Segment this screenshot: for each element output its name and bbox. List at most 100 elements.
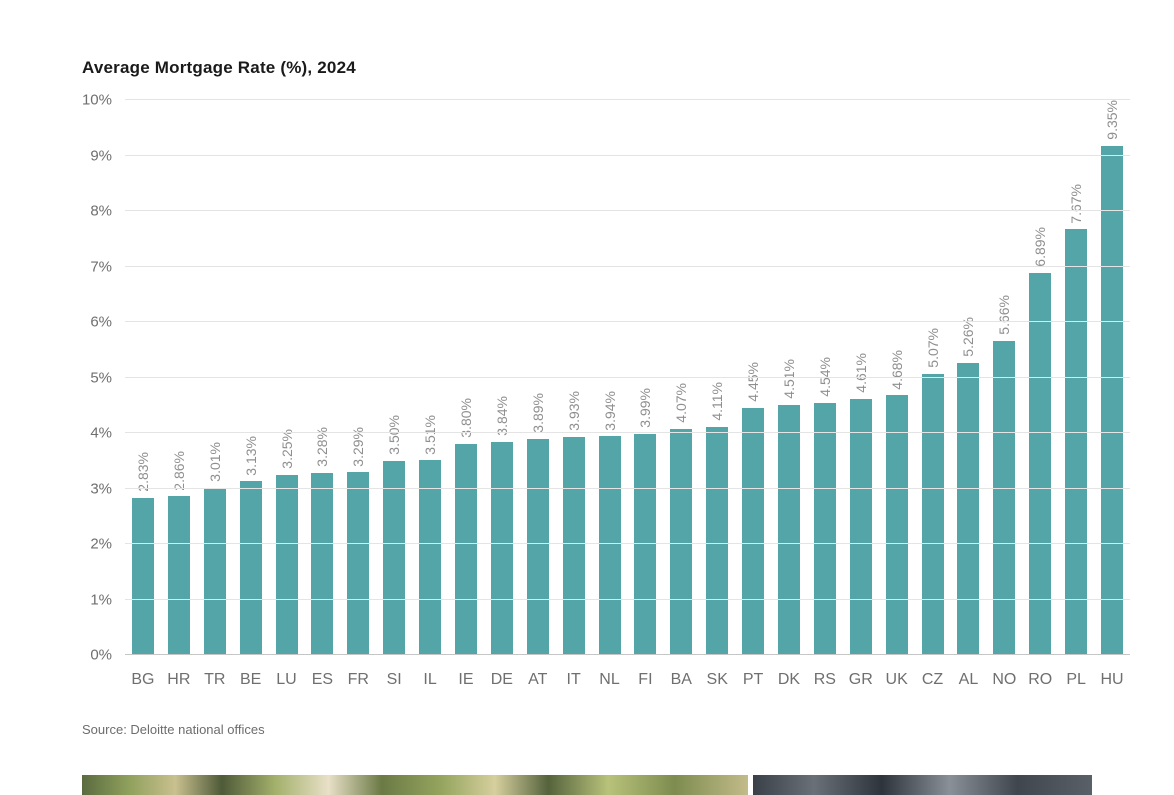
bar xyxy=(1065,229,1088,655)
bar xyxy=(849,399,872,655)
bar-column: 4.51% xyxy=(771,100,807,655)
bar-value-label: 3.84% xyxy=(493,396,510,436)
bar-value-label: 3.99% xyxy=(637,387,654,428)
y-tick-label: 7% xyxy=(90,258,112,275)
bar xyxy=(275,474,298,655)
bar xyxy=(526,439,549,655)
bar-column: 3.93% xyxy=(556,100,592,655)
gridline xyxy=(125,376,1130,378)
x-tick-label: BG xyxy=(131,671,155,688)
x-tick-label: NO xyxy=(992,671,1017,688)
y-tick-label: 0% xyxy=(90,646,112,664)
y-tick-label: 9% xyxy=(90,147,112,164)
x-tick-label: TR xyxy=(204,671,226,688)
bar-column: 4.45% xyxy=(735,100,771,655)
bar xyxy=(706,426,729,655)
x-tick-label: IT xyxy=(566,671,581,688)
bar-column: 3.13% xyxy=(233,100,269,655)
bar-value-label: 3.25% xyxy=(278,428,295,469)
x-tick-label: IL xyxy=(423,671,437,688)
y-tick-label: 10% xyxy=(81,91,112,109)
bar-value-label: 7.67% xyxy=(1068,183,1085,224)
bars-row: 2.83% 2.86% 3.01% 3.13% 3.25% 3.28% 3.29% 3.50%… xyxy=(125,100,1130,655)
bar-column: 3.80% xyxy=(448,100,484,655)
bar-value-label: 3.01% xyxy=(206,442,223,482)
bar-column: 5.66% xyxy=(986,100,1022,655)
bar-value-label: 3.13% xyxy=(242,435,259,476)
bar xyxy=(347,472,370,655)
gridline xyxy=(125,265,1130,267)
bar-column: 9.35% xyxy=(1094,100,1130,655)
bar-value-label: 4.45% xyxy=(745,362,762,403)
bar xyxy=(993,340,1016,655)
bar-column: 6.89% xyxy=(1022,100,1058,655)
y-tick-label: 2% xyxy=(90,535,112,553)
x-tick-label: SI xyxy=(386,671,402,688)
bar xyxy=(813,403,836,655)
gridline xyxy=(125,432,1130,433)
bar-value-label: 4.68% xyxy=(888,349,905,390)
gridline xyxy=(125,210,1130,211)
y-tick-label: 3% xyxy=(90,480,112,497)
bar-column: 4.61% xyxy=(843,100,879,655)
bar-value-label: 9.35% xyxy=(1103,100,1120,140)
bar xyxy=(1100,145,1123,655)
x-tick-label: DE xyxy=(490,671,513,688)
bar-value-label: 3.94% xyxy=(601,390,618,431)
bar-value-label: 5.26% xyxy=(960,317,977,358)
y-tick-label: 1% xyxy=(90,591,112,608)
x-tick-label: BE xyxy=(239,671,262,688)
source-note: Source: Deloitte national offices xyxy=(82,722,265,737)
bar xyxy=(742,408,765,655)
x-axis-labels: BG HR TR BE LU ES FR SI IL IE DE AT IT NL FI BA SK PT DK RS… xyxy=(125,671,1130,689)
x-tick-label: BA xyxy=(670,671,692,688)
bar-column: 4.54% xyxy=(807,100,843,655)
bar-value-label: 4.11% xyxy=(709,382,726,421)
x-tick-label: IE xyxy=(458,671,474,688)
x-tick-label: PL xyxy=(1066,671,1086,688)
bar-column: 3.28% xyxy=(304,100,340,655)
x-tick-label: DK xyxy=(777,671,801,688)
x-tick-label: PT xyxy=(742,671,764,688)
bar xyxy=(777,404,800,655)
bar xyxy=(311,472,334,655)
x-tick-label: FR xyxy=(347,671,369,688)
bar-value-label: 2.86% xyxy=(170,450,187,491)
bar-column: 5.07% xyxy=(915,100,951,655)
x-tick-label: HU xyxy=(1100,671,1124,688)
x-tick-label: RO xyxy=(1028,671,1053,688)
x-tick-label: CZ xyxy=(921,671,944,688)
y-tick-label: 6% xyxy=(90,313,112,331)
bar-value-label: 3.51% xyxy=(422,414,439,455)
gridline xyxy=(125,543,1130,544)
bar xyxy=(383,460,406,655)
bar xyxy=(957,363,980,655)
x-tick-label: LU xyxy=(276,671,297,688)
bar-column: 3.01% xyxy=(197,100,233,655)
x-tick-label: NL xyxy=(599,671,620,688)
x-tick-label: FI xyxy=(638,671,653,688)
bar-column: 4.07% xyxy=(663,100,699,655)
bottom-photo-left xyxy=(82,775,748,795)
bar xyxy=(634,433,657,655)
bar xyxy=(131,497,154,655)
x-tick-label: AL xyxy=(958,671,979,688)
bar-value-label: 3.50% xyxy=(386,415,403,455)
bar-column: 4.68% xyxy=(879,100,915,655)
bar-value-label: 3.93% xyxy=(565,391,582,431)
bar-column: 2.83% xyxy=(125,100,161,655)
bar-value-label: 4.07% xyxy=(673,383,690,424)
bar xyxy=(167,496,190,655)
bar-column: 3.29% xyxy=(340,100,376,655)
bar xyxy=(921,373,944,655)
bar-column: 3.50% xyxy=(376,100,412,655)
bar xyxy=(1029,272,1052,655)
x-tick-label: SK xyxy=(706,671,728,688)
gridline xyxy=(125,99,1130,100)
x-tick-label: RS xyxy=(813,671,836,688)
bar xyxy=(419,460,442,655)
bar-value-label: 6.89% xyxy=(1032,226,1049,267)
bar-column: 4.11% xyxy=(699,100,735,655)
x-tick-label: HR xyxy=(167,671,191,688)
bar-column: 3.51% xyxy=(412,100,448,655)
